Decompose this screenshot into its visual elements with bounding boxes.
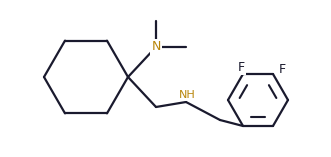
Text: F: F xyxy=(237,60,245,73)
Text: F: F xyxy=(278,62,286,76)
Text: NH: NH xyxy=(179,90,195,100)
Text: N: N xyxy=(151,41,161,54)
